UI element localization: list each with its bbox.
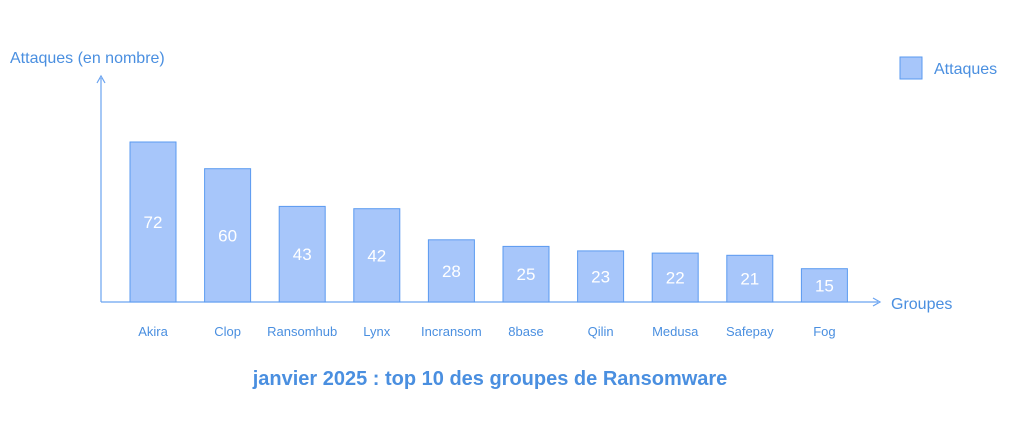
x-tick-labels: Akira Clop Ransomhub Lynx Incransom 8base Qili…	[138, 324, 835, 339]
x-tick-label-lynx: Lynx	[363, 324, 390, 339]
bar-qilin	[577, 250, 625, 303]
legend-swatch	[899, 56, 923, 80]
value-label-fog: 15	[815, 276, 834, 295]
value-label-akira: 72	[144, 213, 163, 232]
bar-ransomhub	[278, 205, 326, 303]
x-tick-label-safepay: Safepay	[726, 324, 774, 339]
y-axis-arrow-icon	[96, 74, 106, 84]
chart-title: janvier 2025 : top 10 des groupes de Ran…	[252, 368, 728, 390]
value-label-lynx: 42	[367, 246, 386, 265]
legend-label: Attaques	[934, 61, 997, 78]
bar-akira	[129, 141, 177, 303]
x-tick-label-ransomhub: Ransomhub	[267, 324, 337, 339]
x-tick-label-8base: 8base	[508, 324, 543, 339]
x-tick-label-akira: Akira	[138, 324, 168, 339]
x-axis-label: Groupes	[891, 296, 952, 313]
x-tick-label-clop: Clop	[214, 324, 241, 339]
value-label-incransom: 28	[442, 262, 461, 281]
legend: Attaques	[899, 56, 997, 80]
value-label-ransomhub: 43	[293, 245, 312, 264]
value-label-safepay: 21	[740, 270, 759, 289]
x-axis-arrow-icon	[872, 297, 882, 307]
bar-incransom	[427, 239, 475, 303]
y-axis-label: Attaques (en nombre)	[10, 50, 165, 67]
bars	[129, 141, 848, 303]
x-tick-label-qilin: Qilin	[588, 324, 614, 339]
bar-lynx	[353, 208, 401, 303]
bar-clop	[204, 168, 252, 303]
value-label-clop: 60	[218, 226, 237, 245]
value-label-qilin: 23	[591, 267, 610, 286]
value-labels: 72 60 43 42 28 25 23 22 21 15	[144, 213, 834, 295]
value-label-8base: 25	[517, 265, 536, 284]
x-tick-label-fog: Fog	[813, 324, 835, 339]
bar-medusa	[651, 252, 699, 303]
bar-8base	[502, 245, 550, 303]
value-label-medusa: 22	[666, 269, 685, 288]
bar-fog	[800, 268, 848, 303]
x-tick-label-incransom: Incransom	[421, 324, 482, 339]
bar-safepay	[726, 254, 774, 303]
x-tick-label-medusa: Medusa	[652, 324, 699, 339]
